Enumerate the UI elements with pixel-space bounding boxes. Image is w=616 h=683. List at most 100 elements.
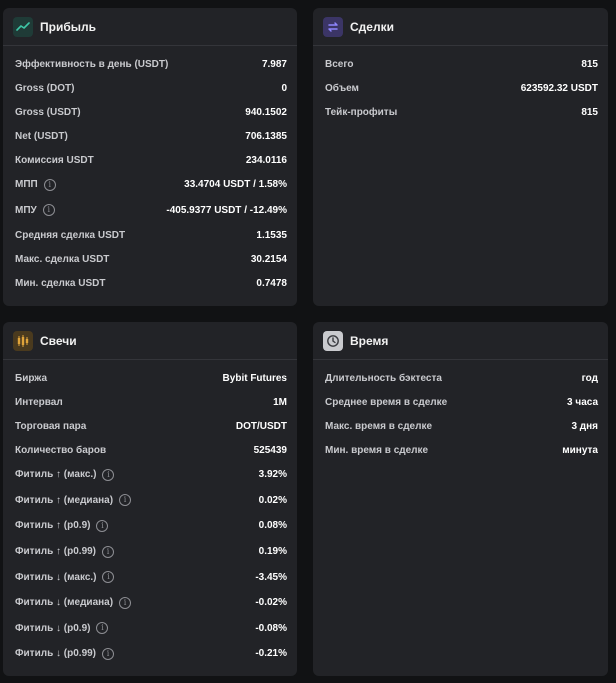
clock-icon — [323, 330, 343, 351]
deals-row-value: 815 — [581, 58, 598, 70]
candles-row-value: -0.21% — [255, 648, 287, 660]
profit-row: Gross (DOT) 0 — [3, 76, 297, 100]
profit-row: Средняя сделка USDT 1.1535 — [3, 223, 297, 247]
profit-row: Комиссия USDT 234.0116 — [3, 148, 297, 172]
candles-row-label-text: Фитиль ↑ (p0.9) — [15, 520, 91, 532]
time-row-value: 3 дня — [571, 420, 598, 432]
profit-row: МПП i 33.4704 USDT / 1.58% — [3, 172, 297, 198]
candles-row: Биржа Bybit Futures — [3, 366, 297, 390]
candles-row-label-text: Фитиль ↓ (макс.) — [15, 571, 97, 583]
candles-row: Фитиль ↑ (медиана) i 0.02% — [3, 488, 297, 514]
candles-row-value: -0.02% — [255, 597, 287, 609]
time-row-label: Мин. время в сделке — [325, 445, 428, 456]
info-icon[interactable]: i — [119, 596, 132, 609]
deals-row: Тейк-профиты 815 — [313, 100, 608, 124]
profit-row-label-text: Эффективность в день (USDT) — [15, 58, 169, 70]
profit-row: МПУ i -405.9377 USDT / -12.49% — [3, 198, 297, 224]
deals-row-label-text: Тейк-профиты — [325, 106, 398, 118]
candles-row-value: -3.45% — [255, 571, 287, 583]
deals-row: Объем 623592.32 USDT — [313, 76, 608, 100]
info-icon[interactable]: i — [102, 571, 115, 584]
candles-row-label-text: Фитиль ↓ (p0.99) — [15, 648, 97, 660]
profit-row-value: 706.1385 — [245, 130, 287, 142]
deals-row-label-text: Всего — [325, 58, 354, 70]
time-row-label-text: Мин. время в сделке — [325, 444, 429, 456]
profit-row-label-text: Net (USDT) — [15, 130, 68, 142]
profit-row-label-text: Комиссия USDT — [15, 154, 94, 166]
profit-row-value: -405.9377 USDT / -12.49% — [166, 204, 287, 216]
candles-row: Фитиль ↓ (медиана) i -0.02% — [3, 590, 297, 616]
profit-title: Прибыль — [40, 19, 96, 34]
time-rows: Длительность бэктеста год Среднее время в … — [313, 360, 608, 462]
time-row: Длительность бэктеста год — [313, 366, 608, 390]
candles-row-label: Фитиль ↓ (p0.9) i — [15, 622, 109, 635]
profit-row: Gross (USDT) 940.1502 — [3, 100, 297, 124]
candles-row-label-text: Интервал — [15, 396, 63, 408]
candles-row-value: 1M — [273, 396, 287, 408]
deals-row: Всего 815 — [313, 52, 608, 76]
profit-row-label-text: Gross (DOT) — [15, 82, 75, 94]
candles-row: Количество баров 525439 — [3, 438, 297, 462]
profit-row-value: 33.4704 USDT / 1.58% — [184, 179, 287, 191]
profit-rows: Эффективность в день (USDT) 7.987 Gross (D… — [3, 46, 297, 295]
candles-row-value: 0.02% — [258, 494, 287, 506]
profit-row-label: Комиссия USDT — [15, 155, 94, 166]
candles-row-value: 3.92% — [258, 469, 287, 481]
profit-row-value: 30.2154 — [250, 253, 287, 265]
candles-row-value: -0.08% — [255, 622, 287, 634]
candles-row: Торговая пара DOT/USDT — [3, 414, 297, 438]
profit-row-label-text: МПУ — [15, 204, 37, 216]
time-row-label: Макс. время в сделке — [325, 421, 432, 432]
deals-row-label: Объем — [325, 83, 359, 94]
candles-row-value: 0.08% — [258, 520, 287, 532]
profit-row-label: МПУ i — [15, 204, 55, 217]
profit-row-label: Net (USDT) — [15, 131, 68, 142]
candles-row-value: DOT/USDT — [235, 420, 287, 432]
time-title: Время — [350, 333, 389, 348]
time-card-header: Время — [313, 322, 608, 360]
profit-row: Эффективность в день (USDT) 7.987 — [3, 52, 297, 76]
candles-row-label: Фитиль ↓ (медиана) i — [15, 596, 132, 609]
candles-icon — [13, 330, 33, 351]
profit-row-label: Средняя сделка USDT — [15, 230, 125, 241]
info-icon[interactable]: i — [96, 622, 109, 635]
candles-row-label-text: Биржа — [15, 372, 48, 384]
candles-row-label: Торговая пара — [15, 421, 86, 432]
time-row: Среднее время в сделке 3 часа — [313, 390, 608, 414]
info-icon[interactable]: i — [96, 519, 109, 532]
candles-row-label: Фитиль ↓ (p0.99) i — [15, 647, 115, 660]
candles-row-label-text: Фитиль ↓ (p0.9) — [15, 622, 91, 634]
time-row-label-text: Длительность бэктеста — [325, 372, 442, 384]
deals-row-label: Тейк-профиты — [325, 107, 397, 118]
deals-row-label-text: Объем — [325, 82, 359, 94]
info-icon[interactable]: i — [102, 647, 115, 660]
profit-row-value: 7.987 — [261, 58, 287, 70]
profit-row-label-text: Gross (USDT) — [15, 106, 81, 118]
time-row: Макс. время в сделке 3 дня — [313, 414, 608, 438]
info-icon[interactable]: i — [102, 545, 115, 558]
candles-row-label: Фитиль ↑ (макс.) i — [15, 468, 115, 481]
time-row-label-text: Среднее время в сделке — [325, 396, 448, 408]
profit-row-label-text: Мин. сделка USDT — [15, 277, 106, 289]
candles-row-label-text: Количество баров — [15, 444, 107, 456]
candles-row: Фитиль ↑ (макс.) i 3.92% — [3, 462, 297, 488]
profit-row-label: Gross (USDT) — [15, 107, 81, 118]
info-icon[interactable]: i — [102, 468, 115, 481]
candles-row-label: Фитиль ↓ (макс.) i — [15, 571, 115, 584]
profit-row-value: 940.1502 — [245, 106, 287, 118]
time-row-value: минута — [562, 444, 598, 456]
deals-card: Сделки Всего 815 Объем 623592.32 USDT Тейк-п… — [313, 8, 608, 306]
profit-row: Net (USDT) 706.1385 — [3, 124, 297, 148]
time-row-label-text: Макс. время в сделке — [325, 420, 433, 432]
trend-chart-icon — [13, 16, 33, 37]
swap-arrows-icon — [323, 16, 343, 37]
info-icon[interactable]: i — [43, 178, 56, 191]
info-icon[interactable]: i — [119, 494, 132, 507]
candles-row-label: Фитиль ↑ (p0.99) i — [15, 545, 115, 558]
deals-row-value: 815 — [581, 106, 598, 118]
deals-row-value: 623592.32 USDT — [520, 82, 598, 94]
candles-row: Фитиль ↓ (p0.99) i -0.21% — [3, 641, 297, 667]
candles-row-label: Биржа — [15, 373, 47, 384]
info-icon[interactable]: i — [42, 204, 55, 217]
time-row-label: Длительность бэктеста — [325, 373, 442, 384]
